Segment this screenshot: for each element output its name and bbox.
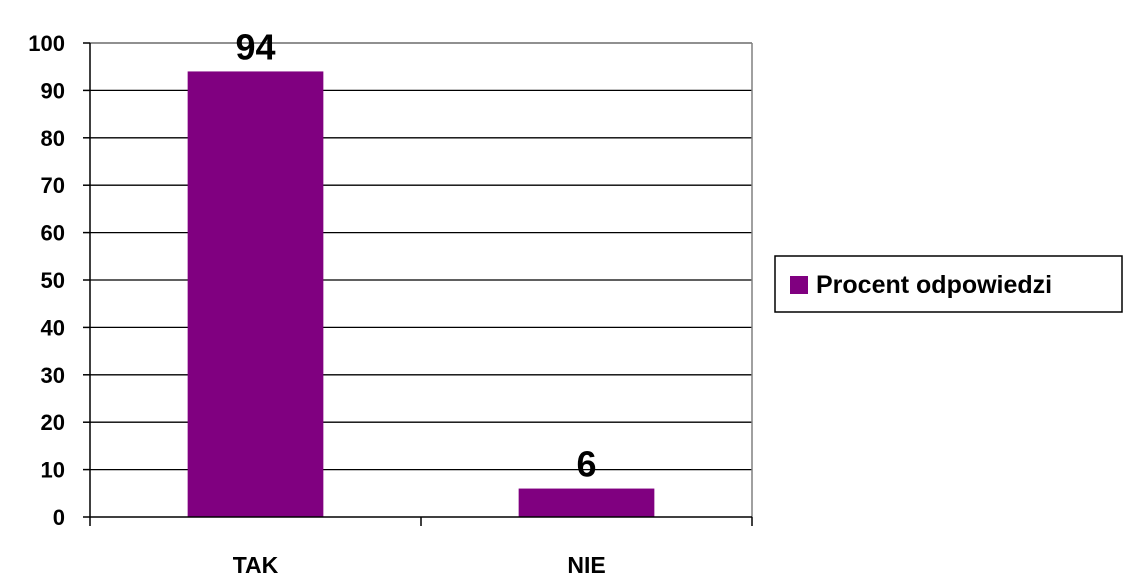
legend: Procent odpowiedzi xyxy=(774,255,1123,313)
y-tick-label: 80 xyxy=(41,126,65,151)
x-axis-ticks: TAK NIE xyxy=(89,517,753,578)
y-tick-label: 70 xyxy=(41,173,65,198)
y-tick-label: 10 xyxy=(41,458,65,483)
data-labels: 94 6 xyxy=(235,26,596,484)
y-tick-label: 90 xyxy=(41,78,65,103)
bar-nie xyxy=(518,488,655,517)
data-label: 6 xyxy=(576,444,596,485)
y-tick-label: 30 xyxy=(41,363,65,388)
y-tick-label: 20 xyxy=(41,410,65,435)
legend-swatch xyxy=(790,276,808,294)
y-tick-label: 50 xyxy=(41,268,65,293)
y-tick-label: 40 xyxy=(41,315,65,340)
legend-label: Procent odpowiedzi xyxy=(816,271,1052,299)
y-axis-ticks: 0 10 20 30 40 50 60 70 80 90 100 xyxy=(28,31,90,530)
x-category-label: TAK xyxy=(233,552,279,578)
y-tick-label: 100 xyxy=(28,31,65,56)
legend-box xyxy=(774,255,1123,313)
x-category-label: NIE xyxy=(567,552,605,578)
bar-tak xyxy=(187,71,324,517)
y-tick-label: 0 xyxy=(53,505,65,530)
y-tick-label: 60 xyxy=(41,221,65,246)
bars xyxy=(187,71,655,517)
data-label: 94 xyxy=(235,26,275,67)
